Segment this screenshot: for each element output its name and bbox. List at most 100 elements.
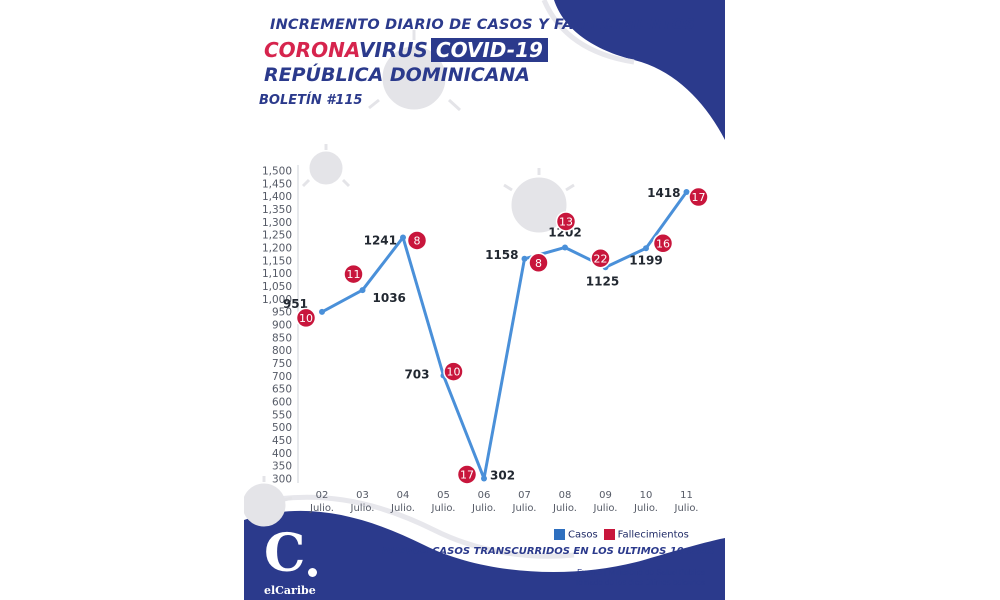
data-label-fallecimientos: 11 xyxy=(347,268,361,281)
covid-badge: COVID-19 xyxy=(430,38,548,62)
data-label-fallecimientos: 8 xyxy=(414,234,421,247)
data-point-casos xyxy=(319,308,325,315)
data-point-casos xyxy=(359,287,366,294)
x-tick-month: Julio. xyxy=(674,503,699,514)
x-tick-day: 06 xyxy=(478,490,491,501)
data-label-fallecimientos: 17 xyxy=(460,468,474,481)
headline: INCREMENTO DIARIO DE CASOS Y FALLECIMIEN… xyxy=(270,17,696,33)
source-line-2: Tomado de los dies últimos boletines xyxy=(574,578,705,587)
x-tick-month: Julio. xyxy=(309,503,334,514)
data-label-fallecimientos: 10 xyxy=(299,312,313,325)
x-tick-day: 07 xyxy=(518,490,531,501)
data-label-casos: 1241 xyxy=(364,233,397,247)
x-tick-day: 10 xyxy=(640,490,653,501)
infographic-poster: INCREMENTO DIARIO DE CASOS Y FALLECIMIEN… xyxy=(244,0,725,600)
data-label-casos: 703 xyxy=(404,368,429,382)
x-tick-day: 02 xyxy=(316,490,329,501)
virus-word: VIRUS xyxy=(358,38,428,62)
x-tick-day: 09 xyxy=(599,490,612,501)
y-tick-label: 850 xyxy=(272,332,292,344)
y-tick-label: 650 xyxy=(272,384,292,396)
x-tick-month: Julio. xyxy=(552,503,577,514)
line-chart: 3003504004505005506006507007508008509009… xyxy=(262,165,709,514)
x-tick-month: Julio. xyxy=(431,503,456,514)
x-tick-day: 08 xyxy=(559,490,572,501)
data-label-casos: 1036 xyxy=(373,291,406,305)
badge-fallecimientos xyxy=(555,211,577,232)
data-label-casos: 1158 xyxy=(485,248,518,262)
legend-casos: Casos xyxy=(554,529,598,541)
background-decoration xyxy=(244,0,725,600)
y-tick-label: 700 xyxy=(272,371,292,383)
data-label-fallecimientos: 22 xyxy=(594,252,608,265)
data-point-casos xyxy=(481,475,487,482)
legend-label-casos: Casos xyxy=(568,529,598,541)
legend-swatch-fallecimientos xyxy=(603,529,615,540)
data-point-casos xyxy=(562,244,568,251)
y-tick-label: 800 xyxy=(272,345,292,357)
data-label-fallecimientos: 10 xyxy=(447,366,461,379)
legend-fallecimientos: Fallecimientos xyxy=(603,529,689,541)
y-tick-label: 450 xyxy=(272,435,292,447)
badge-fallecimientos xyxy=(528,252,549,274)
legend-swatch-casos xyxy=(554,529,565,540)
footer-title: NUEVOS CASOS TRANSCURRIDOS EN LOS ULTIMO… xyxy=(382,546,715,557)
badge-fallecimientos xyxy=(688,186,709,208)
x-tick-day: 05 xyxy=(437,490,450,501)
x-tick-day: 04 xyxy=(397,490,410,501)
y-tick-label: 500 xyxy=(272,422,292,434)
y-tick-label: 350 xyxy=(272,461,292,473)
y-tick-label: 600 xyxy=(272,397,292,409)
coronavirus-title: CORONAVIRUS COVID-19 xyxy=(264,38,548,62)
badge-fallecimientos xyxy=(343,263,364,285)
y-tick-label: 1,150 xyxy=(262,255,292,267)
data-point-casos xyxy=(643,245,649,252)
x-tick-month: Julio. xyxy=(350,503,375,514)
x-tick-month: Julio. xyxy=(512,503,537,514)
x-tick-month: Julio. xyxy=(471,503,496,514)
x-tick-day: 11 xyxy=(680,490,693,501)
data-label-fallecimientos: 13 xyxy=(559,215,573,228)
data-label-fallecimientos: 8 xyxy=(535,257,542,270)
y-tick-label: 950 xyxy=(272,307,292,319)
data-point-casos xyxy=(521,255,528,262)
data-label-casos: 1418 xyxy=(647,186,680,200)
elcaribe-logo: C elCaribe xyxy=(256,524,324,600)
data-point-casos xyxy=(400,234,406,241)
badge-fallecimientos xyxy=(652,233,674,254)
logo-dot xyxy=(308,568,317,577)
chart-legend: Casos Fallecimientos xyxy=(554,529,695,541)
y-tick-label: 1,100 xyxy=(262,268,292,280)
y-tick-label: 1,400 xyxy=(262,191,292,203)
y-tick-label: 1,300 xyxy=(262,217,292,229)
data-label-casos: 1125 xyxy=(586,274,619,288)
source-note: Fuente | Ministerio de Salud Pública Tom… xyxy=(564,568,705,588)
badge-fallecimientos xyxy=(590,248,611,269)
y-tick-label: 1,200 xyxy=(262,243,292,255)
data-label-fallecimientos: 17 xyxy=(692,191,706,204)
badge-fallecimientos xyxy=(406,230,428,251)
data-label-casos: 1202 xyxy=(548,225,581,239)
y-tick-label: 1,500 xyxy=(262,166,292,178)
x-tick-month: Julio. xyxy=(633,503,658,514)
legend-label-fallecimientos: Fallecimientos xyxy=(617,529,689,541)
source-line-1: Fuente | Ministerio de Salud Pública xyxy=(577,568,705,577)
corona-word: CORONA xyxy=(264,38,359,62)
data-point-casos xyxy=(683,189,690,196)
y-tick-label: 750 xyxy=(272,358,292,370)
country-title: REPÚBLICA DOMINICANA xyxy=(264,64,531,86)
y-tick-label: 900 xyxy=(272,320,292,332)
badge-fallecimientos xyxy=(295,307,317,329)
data-label-casos: 302 xyxy=(490,468,515,482)
data-label-casos: 1199 xyxy=(629,253,662,267)
badge-fallecimientos xyxy=(443,361,464,382)
data-label-fallecimientos: 16 xyxy=(656,237,670,250)
y-tick-label: 1,250 xyxy=(262,230,292,242)
y-tick-label: 1,050 xyxy=(262,281,292,293)
y-tick-label: 1,350 xyxy=(262,204,292,216)
logo-letter: C xyxy=(264,523,306,584)
badge-fallecimientos xyxy=(456,464,478,485)
x-tick-month: Julio. xyxy=(390,503,415,514)
x-tick-day: 03 xyxy=(356,490,369,501)
y-tick-label: 300 xyxy=(272,474,292,486)
